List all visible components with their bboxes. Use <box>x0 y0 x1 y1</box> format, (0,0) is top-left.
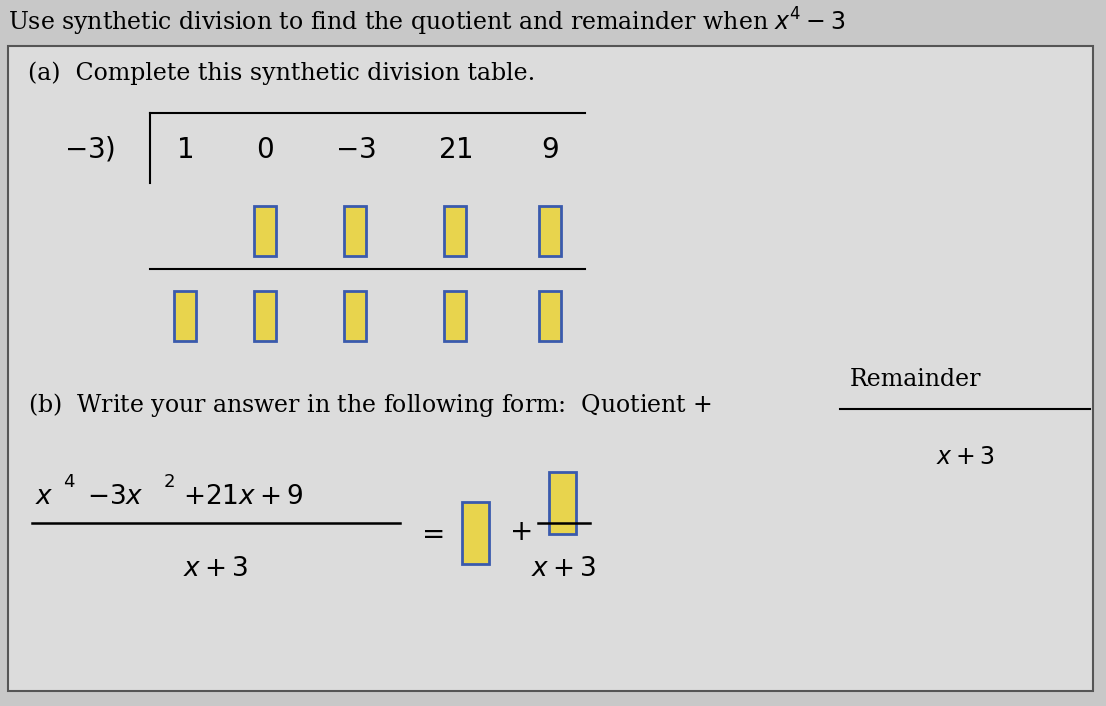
FancyBboxPatch shape <box>254 206 276 256</box>
Text: $=$: $=$ <box>416 520 444 546</box>
FancyBboxPatch shape <box>344 206 366 256</box>
Text: $-3)$: $-3)$ <box>64 135 115 164</box>
Text: (a)  Complete this synthetic division table.: (a) Complete this synthetic division tab… <box>28 61 535 85</box>
Text: Remainder: Remainder <box>851 368 981 391</box>
Text: $x + 3$: $x + 3$ <box>184 556 249 581</box>
Text: $21$: $21$ <box>438 138 472 164</box>
Text: $x + 3$: $x + 3$ <box>531 556 596 581</box>
Text: $1$: $1$ <box>177 138 194 164</box>
Text: $x$: $x$ <box>35 484 53 509</box>
FancyBboxPatch shape <box>174 291 196 341</box>
Text: $+$: $+$ <box>509 520 531 546</box>
Text: Use synthetic division to find the quotient and remainder when $x^4 - 3$: Use synthetic division to find the quoti… <box>8 6 845 38</box>
FancyBboxPatch shape <box>344 291 366 341</box>
FancyBboxPatch shape <box>539 291 561 341</box>
Text: $- 3x$: $- 3x$ <box>87 484 144 509</box>
FancyBboxPatch shape <box>461 502 489 564</box>
Text: $4$: $4$ <box>63 473 75 491</box>
FancyBboxPatch shape <box>254 291 276 341</box>
FancyBboxPatch shape <box>444 291 466 341</box>
Text: $+ 21x + 9$: $+ 21x + 9$ <box>182 484 303 509</box>
Text: (b)  Write your answer in the following form:  Quotient $+$: (b) Write your answer in the following f… <box>28 391 712 419</box>
Text: $2$: $2$ <box>163 473 175 491</box>
Text: $-3$: $-3$ <box>335 138 375 164</box>
FancyBboxPatch shape <box>8 46 1093 691</box>
Text: $9$: $9$ <box>541 138 559 164</box>
FancyBboxPatch shape <box>539 206 561 256</box>
Text: $x + 3$: $x + 3$ <box>936 446 994 469</box>
Text: $0$: $0$ <box>257 138 274 164</box>
FancyBboxPatch shape <box>444 206 466 256</box>
FancyBboxPatch shape <box>549 472 575 534</box>
